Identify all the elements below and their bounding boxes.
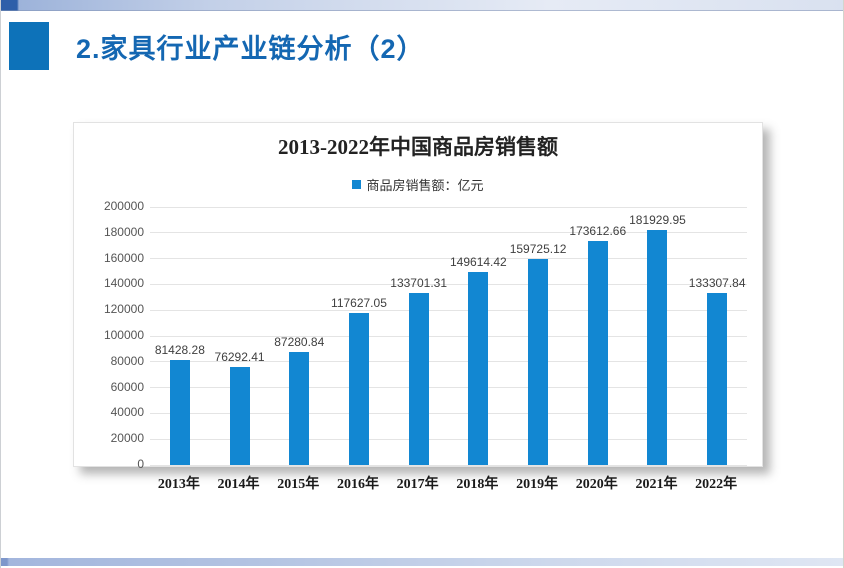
gridline	[150, 361, 747, 363]
bar-value-label: 87280.84	[274, 335, 325, 350]
y-tick-label: 120000	[103, 302, 144, 317]
x-tick-label: 2019年	[516, 477, 559, 492]
bar-column: 76292.41	[210, 207, 270, 465]
bar-column: 133307.84	[687, 207, 747, 465]
gridline	[150, 335, 747, 337]
x-tick-label: 2015年	[277, 477, 320, 492]
bar-column: 117627.05	[329, 207, 389, 465]
x-tick-label: 2018年	[456, 477, 499, 492]
gridline	[150, 438, 747, 440]
bar	[169, 359, 190, 465]
bar-value-label: 133701.31	[390, 275, 448, 290]
gridline	[150, 412, 747, 414]
gridline	[150, 387, 747, 389]
chart-panel: 2013-2022年中国商品房销售额 商品房销售额：亿元 81428.28 762…	[73, 122, 763, 471]
bar-value-label: 173612.66	[569, 224, 627, 239]
legend-swatch-icon	[352, 180, 362, 189]
y-tick-label: 60000	[110, 379, 144, 394]
bottom-accent-bar	[1, 558, 843, 566]
bar-value-label: 76292.41	[214, 349, 265, 364]
plot-area: 81428.28 76292.41 87280.84 117627.05 133701.…	[150, 206, 747, 466]
bar-column: 181929.95	[628, 207, 688, 465]
x-tick-label: 2021年	[635, 477, 678, 492]
y-tick-label: 80000	[110, 353, 144, 368]
y-tick-label: 160000	[103, 250, 144, 265]
gridline	[150, 232, 747, 234]
bar-value-label: 181929.95	[629, 213, 686, 228]
gridline	[150, 258, 747, 260]
y-tick-label: 200000	[103, 199, 144, 213]
bar-column: 81428.28	[150, 207, 210, 465]
x-tick-label: 2013年	[157, 477, 200, 492]
bars-container: 81428.28 76292.41 87280.84 117627.05 133701.…	[150, 207, 747, 465]
x-tick-label: 2016年	[336, 477, 379, 492]
gridline	[150, 206, 747, 208]
chart-legend: 商品房销售额：亿元	[74, 175, 762, 194]
bar-value-label: 117627.05	[331, 296, 387, 311]
x-axis-labels: 2013年 2014年 2015年 2016年 2017年 2018年 2019年 2020年…	[149, 473, 746, 493]
bar	[408, 292, 429, 465]
legend-label: 商品房销售额：亿元	[366, 178, 484, 193]
gridline	[150, 464, 747, 466]
y-tick-label: 20000	[110, 431, 144, 446]
y-tick-label: 0	[137, 457, 144, 471]
gridline	[150, 309, 747, 311]
chart-title: 2013-2022年中国商品房销售额	[278, 135, 558, 159]
bar-column: 133701.31	[389, 207, 449, 465]
y-tick-label: 140000	[103, 276, 144, 291]
bar-column: 159725.12	[508, 207, 568, 465]
y-tick-label: 180000	[103, 224, 144, 239]
bar	[707, 293, 728, 465]
bar	[647, 230, 668, 465]
top-accent-bar	[1, 0, 843, 11]
bar	[528, 258, 549, 465]
x-tick-label: 2022年	[695, 477, 738, 492]
bar-column: 173612.66	[568, 207, 628, 465]
y-tick-label: 40000	[110, 405, 144, 420]
bar	[289, 352, 310, 465]
y-tick-label: 100000	[103, 328, 144, 342]
x-tick-label: 2020年	[575, 477, 618, 492]
x-tick-label: 2017年	[396, 477, 439, 492]
bar	[468, 272, 489, 465]
bar-value-label: 81428.28	[154, 342, 205, 357]
x-tick-label: 2014年	[217, 477, 260, 492]
bar-column: 149614.42	[449, 207, 509, 465]
bar	[229, 366, 250, 465]
bar-value-label: 133307.84	[688, 276, 746, 291]
bar-value-label: 149614.42	[449, 255, 507, 269]
page-title: 2.家具行业产业链分析（2）	[76, 34, 425, 64]
bar	[348, 313, 369, 465]
bar-value-label: 159725.12	[509, 241, 567, 256]
header-square-decoration	[9, 22, 49, 70]
bar-column: 87280.84	[269, 207, 329, 465]
gridline	[150, 283, 747, 285]
bar	[587, 241, 608, 465]
